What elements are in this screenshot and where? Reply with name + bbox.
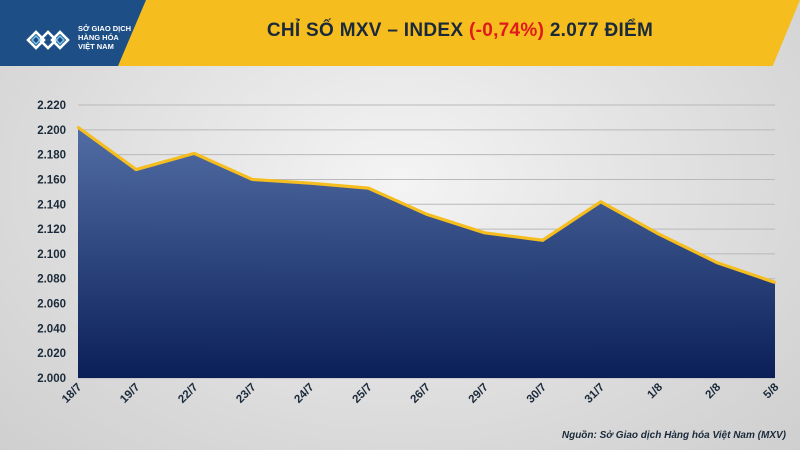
y-tick-label: 2.040 bbox=[37, 323, 66, 335]
x-tick-label: 2/8 bbox=[703, 381, 723, 401]
area-fill bbox=[78, 127, 775, 378]
y-tick-label: 2.000 bbox=[37, 373, 66, 385]
x-tick-label: 18/7 bbox=[60, 381, 84, 405]
title-change: (-0,74%) bbox=[468, 20, 545, 41]
title-banner bbox=[118, 0, 800, 66]
data-point bbox=[483, 231, 486, 235]
title-prefix: CHỈ SỐ MXV – INDEX bbox=[266, 20, 464, 41]
x-tick-label: 24/7 bbox=[292, 381, 316, 405]
y-tick-label: 2.020 bbox=[37, 348, 66, 360]
chart-title: CHỈ SỐ MXV – INDEX (-0,74%) 2.077 ĐIỂM bbox=[150, 20, 770, 42]
y-tick-label: 2.140 bbox=[37, 199, 66, 211]
data-point bbox=[599, 200, 602, 203]
org-line-3: VIỆT NAM bbox=[78, 42, 114, 51]
y-tick-label: 2.120 bbox=[37, 224, 66, 236]
x-tick-label: 26/7 bbox=[409, 381, 433, 405]
x-tick-label: 1/8 bbox=[645, 381, 665, 401]
y-tick-label: 2.160 bbox=[37, 174, 66, 186]
y-tick-label: 2.060 bbox=[37, 299, 66, 311]
data-point bbox=[657, 232, 661, 236]
y-tick-label: 2.220 bbox=[37, 100, 66, 112]
data-point bbox=[76, 126, 80, 129]
x-tick-label: 30/7 bbox=[525, 381, 549, 405]
x-tick-label: 19/7 bbox=[118, 381, 142, 405]
data-point bbox=[715, 261, 719, 264]
x-tick-label: 25/7 bbox=[350, 381, 374, 405]
org-line-2: HÀNG HÓA bbox=[78, 33, 119, 42]
y-tick-label: 2.100 bbox=[37, 249, 66, 261]
org-name: SỞ GIAO DỊCH HÀNG HÓA VIỆT NAM bbox=[78, 24, 148, 51]
data-point bbox=[251, 178, 254, 181]
x-tick-label: 22/7 bbox=[176, 381, 200, 405]
y-tick-label: 2.180 bbox=[37, 150, 66, 162]
x-tick-label: 5/8 bbox=[762, 381, 782, 401]
x-axis-ticks: 18/7 19/7 22/7 23/7 24/7 25/7 26/7 29/7 30/7 31/7… bbox=[60, 381, 782, 406]
title-value: 2.077 ĐIỂM bbox=[549, 20, 654, 41]
data-point bbox=[773, 281, 777, 284]
area-layer bbox=[76, 126, 777, 378]
y-tick-label: 2.080 bbox=[37, 274, 66, 286]
org-line-1: SỞ GIAO DỊCH bbox=[78, 24, 132, 33]
x-tick-label: 23/7 bbox=[234, 381, 258, 405]
data-point bbox=[541, 239, 544, 242]
data-point bbox=[367, 186, 370, 190]
data-point bbox=[309, 181, 312, 185]
y-tick-label: 2.200 bbox=[37, 125, 66, 137]
source-note: Nguồn: Sở Giao dịch Hàng hóa Việt Nam (M… bbox=[561, 430, 786, 441]
data-point bbox=[134, 168, 138, 171]
x-tick-label: 31/7 bbox=[583, 381, 607, 405]
data-point bbox=[425, 213, 428, 216]
x-tick-label: 29/7 bbox=[467, 381, 491, 405]
y-axis-ticks: 2.000 2.020 2.040 2.060 2.080 2.100 2.120 2.140… bbox=[37, 100, 66, 385]
mxv-logo-icon bbox=[26, 30, 70, 50]
data-point bbox=[192, 152, 196, 155]
